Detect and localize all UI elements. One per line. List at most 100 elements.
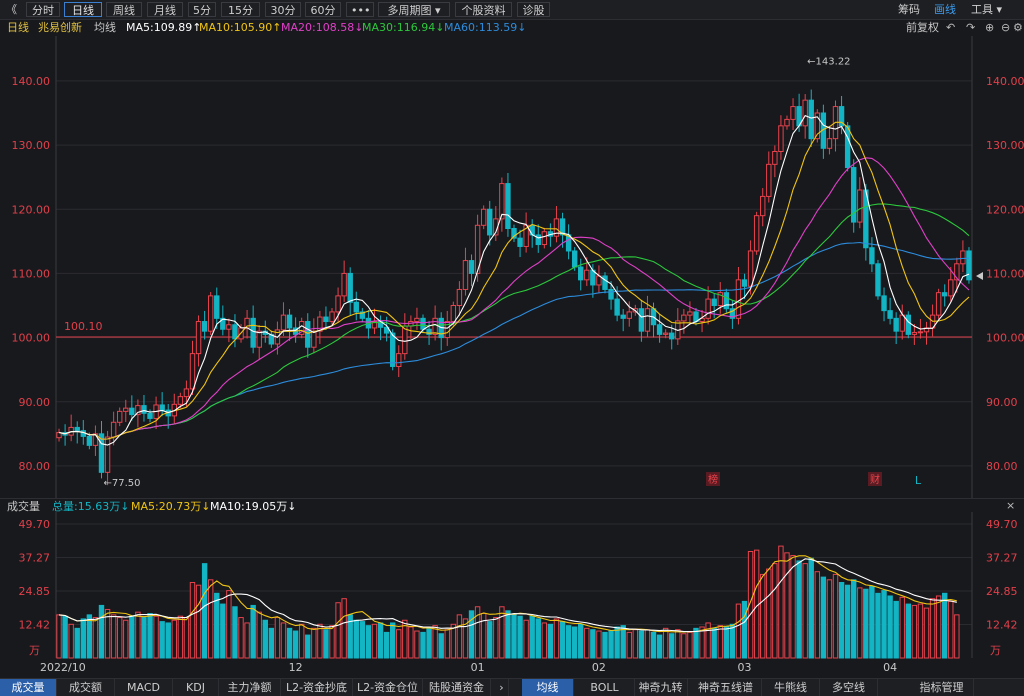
candle bbox=[966, 247, 972, 284]
indicator-tab-6[interactable]: L2-资金仓位 bbox=[353, 679, 423, 696]
candle bbox=[565, 224, 572, 260]
indicator-tab-0[interactable]: 成交量 bbox=[0, 679, 57, 696]
ma-info-bar: 日线 兆易创新 均线 MA5:109.89↑ MA10:105.90↑ MA20:108.… bbox=[0, 19, 1024, 37]
candle bbox=[432, 305, 438, 341]
marker-l[interactable]: L bbox=[915, 474, 922, 487]
volume-bar bbox=[68, 623, 74, 659]
volume-bar bbox=[638, 630, 645, 659]
info-ma20: MA20:108.58↓ bbox=[281, 21, 364, 34]
volume-bar bbox=[778, 545, 784, 659]
volume-bar bbox=[408, 626, 414, 659]
candle bbox=[487, 200, 493, 246]
candle bbox=[596, 265, 602, 294]
period-tab-8[interactable]: ••• bbox=[346, 2, 374, 17]
volume-bar bbox=[396, 629, 402, 659]
undo-icon[interactable]: ↶ bbox=[946, 21, 956, 34]
candle bbox=[760, 188, 766, 227]
volume-bar bbox=[329, 625, 335, 659]
period-tab-0[interactable]: 分时 bbox=[26, 2, 60, 17]
candle bbox=[559, 212, 566, 248]
candle bbox=[396, 345, 402, 378]
overlay-tab-6[interactable]: 指标管理 bbox=[910, 679, 974, 696]
gear-icon[interactable]: ⚙ bbox=[1013, 21, 1023, 34]
period-tab-6[interactable]: 30分 bbox=[265, 2, 301, 17]
toolbar-right-0[interactable]: 筹码 bbox=[898, 3, 920, 16]
volume-bar bbox=[547, 623, 554, 659]
volume-bar bbox=[135, 611, 141, 659]
overlay-tab-1[interactable]: BOLL bbox=[575, 679, 635, 696]
back-icon[interactable]: 《 bbox=[6, 3, 17, 16]
candle bbox=[335, 287, 341, 323]
period-tab-10[interactable]: 个股资料 bbox=[455, 2, 512, 17]
indicator-tab-4[interactable]: 主力净额 bbox=[219, 679, 281, 696]
marker-cai[interactable]: 财 bbox=[870, 473, 880, 486]
volume-bar bbox=[523, 619, 529, 659]
volume-bar bbox=[571, 626, 578, 659]
period-tab-2[interactable]: 周线 bbox=[106, 2, 142, 17]
indicator-tab-3[interactable]: KDJ bbox=[173, 679, 219, 696]
volume-bar bbox=[942, 592, 948, 659]
volume-bar bbox=[56, 614, 62, 659]
period-tab-3[interactable]: 月线 bbox=[147, 2, 183, 17]
marker-bang[interactable]: 榜 bbox=[708, 473, 718, 486]
period-tab-1[interactable]: 日线 bbox=[64, 2, 102, 17]
overlay-tab-2[interactable]: 神奇九转 bbox=[634, 679, 688, 696]
candle bbox=[669, 324, 675, 350]
candle bbox=[814, 109, 821, 143]
zoom-in-icon[interactable]: ⊕ bbox=[985, 21, 995, 34]
candle bbox=[129, 395, 135, 421]
toolbar-right-1[interactable]: 画线 bbox=[934, 3, 956, 16]
ma60-line bbox=[58, 241, 970, 440]
volume-bar bbox=[238, 617, 244, 659]
zoom-out-icon[interactable]: ⊖ bbox=[1001, 21, 1011, 34]
volume-y-tick: 24.85 bbox=[986, 585, 1018, 598]
volume-bar bbox=[602, 631, 608, 659]
candle bbox=[493, 206, 499, 242]
period-tab-4[interactable]: 5分 bbox=[188, 2, 216, 17]
indicator-tab-5[interactable]: L2-资金抄底 bbox=[281, 679, 353, 696]
volume-bar bbox=[499, 606, 505, 659]
overlay-tab-0[interactable]: 均线 bbox=[522, 679, 574, 696]
candle bbox=[74, 421, 80, 444]
period-tab-7[interactable]: 60分 bbox=[305, 2, 341, 17]
volume-bar bbox=[450, 623, 457, 659]
ma5-line bbox=[58, 114, 970, 446]
indicator-tab-7[interactable]: 陆股通资金 bbox=[423, 679, 491, 696]
period-tab-5[interactable]: 15分 bbox=[221, 2, 260, 17]
volume-bar bbox=[747, 551, 754, 659]
scroll-right-icon[interactable]: › bbox=[495, 679, 509, 696]
volume-bar bbox=[493, 617, 499, 659]
volume-bar bbox=[790, 555, 796, 659]
candle bbox=[408, 315, 414, 339]
candle bbox=[705, 286, 711, 325]
candle bbox=[135, 399, 141, 428]
candle bbox=[98, 421, 105, 479]
close-icon[interactable]: × bbox=[1006, 499, 1016, 512]
overlay-tab-4[interactable]: 牛熊线 bbox=[762, 679, 820, 696]
candle bbox=[790, 98, 796, 131]
candle bbox=[681, 309, 687, 334]
volume-bar bbox=[426, 627, 432, 659]
info-adjust[interactable]: 前复权 bbox=[906, 21, 939, 34]
candle bbox=[656, 314, 663, 343]
price-chart[interactable]: 140.00 140.00 130.00 130.00 120.00 120.00 110.… bbox=[0, 36, 1024, 498]
price-y-tick: 140.00 bbox=[12, 75, 51, 88]
candle bbox=[687, 301, 693, 324]
indicator-tab-1[interactable]: 成交额 bbox=[57, 679, 115, 696]
indicator-tab-2[interactable]: MACD bbox=[115, 679, 173, 696]
overlay-tab-5[interactable]: 多空线 bbox=[820, 679, 878, 696]
price-y-tick: 110.00 bbox=[986, 267, 1024, 280]
volume-y-tick: 49.70 bbox=[986, 518, 1018, 531]
overlay-tab-3[interactable]: 神奇五线谱 bbox=[690, 679, 762, 696]
candle bbox=[772, 145, 778, 178]
price-y-tick: 120.00 bbox=[986, 203, 1024, 216]
period-tab-9[interactable]: 多周期图 ▾ bbox=[378, 2, 450, 17]
toolbar-right-2[interactable]: 工具 ▾ bbox=[971, 3, 1003, 16]
volume-chart[interactable]: 49.70 49.70 37.27 37.27 24.85 24.85 12.42 12.42… bbox=[0, 512, 1024, 678]
volume-bar bbox=[838, 582, 845, 659]
volume-bar bbox=[784, 552, 790, 659]
volume-bar bbox=[753, 549, 760, 659]
redo-icon[interactable]: ↷ bbox=[966, 21, 976, 34]
period-tab-11[interactable]: 诊股 bbox=[517, 2, 550, 17]
price-pointer-icon bbox=[976, 272, 983, 280]
